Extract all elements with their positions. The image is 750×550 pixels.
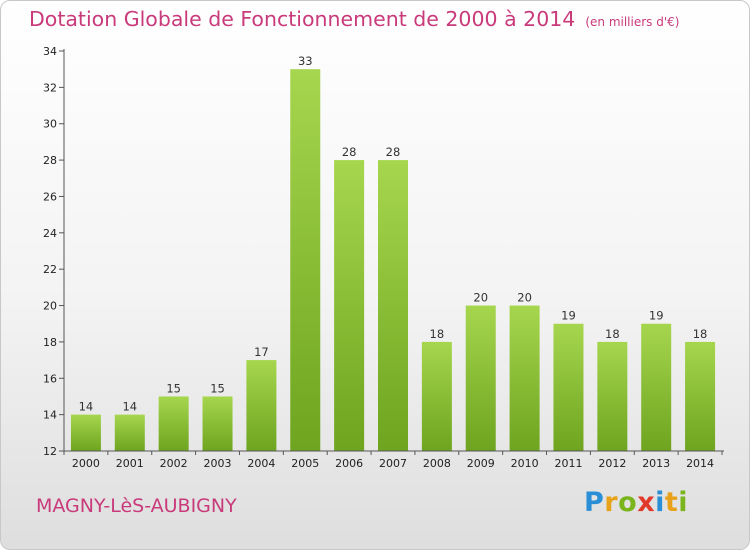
bar-2010 — [509, 305, 540, 451]
y-tick-label-12: 12 — [43, 445, 57, 458]
bar-2000 — [70, 414, 101, 451]
logo-letter: i — [678, 487, 689, 518]
y-tick-label-22: 22 — [43, 263, 57, 276]
bar-2001 — [114, 414, 145, 451]
x-tick-label-2009: 2009 — [467, 457, 495, 470]
logo-letter: P — [584, 487, 605, 518]
labels-group: 14 2000 14 2001 15 2002 15 2003 17 2004 33 2005 28 20… — [43, 45, 714, 470]
y-tick-label-20: 20 — [43, 300, 57, 313]
y-tick-label-32: 32 — [43, 81, 57, 94]
proxiti-logo: Proxiti — [584, 487, 688, 518]
bar-2006 — [334, 160, 365, 451]
logo-letter: o — [618, 487, 638, 518]
value-label-2001: 14 — [122, 400, 137, 414]
bar-2013 — [641, 323, 672, 451]
x-tick-label-2013: 2013 — [642, 457, 670, 470]
value-label-2007: 28 — [386, 145, 401, 159]
x-tick-label-2012: 2012 — [598, 457, 626, 470]
x-tick-label-2004: 2004 — [247, 457, 275, 470]
chart-title-text: Dotation Globale de Fonctionnement de 20… — [29, 7, 576, 31]
value-label-2004: 17 — [254, 345, 269, 359]
value-label-2009: 20 — [473, 291, 488, 305]
logo-letter: r — [604, 487, 619, 518]
x-tick-label-2005: 2005 — [291, 457, 319, 470]
bar-2004 — [246, 360, 277, 451]
bar-2002 — [158, 396, 189, 451]
value-label-2005: 33 — [298, 54, 313, 68]
y-tick-label-16: 16 — [43, 372, 57, 385]
x-tick-label-2008: 2008 — [423, 457, 451, 470]
x-tick-label-2003: 2003 — [204, 457, 232, 470]
x-tick-label-2010: 2010 — [511, 457, 539, 470]
y-tick-label-14: 14 — [43, 409, 57, 422]
value-label-2002: 15 — [166, 381, 181, 395]
y-tick-label-28: 28 — [43, 154, 57, 167]
value-label-2008: 18 — [430, 327, 445, 341]
unit-note: (en milliers d'€) — [585, 15, 680, 29]
x-tick-label-2007: 2007 — [379, 457, 407, 470]
value-label-2003: 15 — [210, 381, 225, 395]
bar-2008 — [421, 341, 452, 451]
value-label-2010: 20 — [517, 291, 532, 305]
bar-2012 — [597, 341, 628, 451]
value-label-2000: 14 — [79, 400, 94, 414]
bar-2009 — [465, 305, 496, 451]
chart-title: Dotation Globale de Fonctionnement de 20… — [29, 7, 679, 31]
x-tick-label-2014: 2014 — [686, 457, 714, 470]
value-label-2012: 18 — [605, 327, 620, 341]
value-label-2011: 19 — [561, 309, 576, 323]
y-tick-label-30: 30 — [43, 118, 57, 131]
y-tick-label-18: 18 — [43, 336, 57, 349]
y-tick-label-26: 26 — [43, 190, 57, 203]
bar-2011 — [553, 323, 584, 451]
x-tick-label-2000: 2000 — [72, 457, 100, 470]
value-label-2006: 28 — [342, 145, 357, 159]
x-tick-label-2011: 2011 — [554, 457, 582, 470]
commune-name: MAGNY-LèS-AUBIGNY — [36, 495, 237, 517]
x-tick-label-2001: 2001 — [116, 457, 144, 470]
axes-group — [59, 49, 724, 455]
bars-group — [70, 69, 716, 451]
bar-2003 — [202, 396, 233, 451]
logo-letter: i — [655, 487, 665, 518]
value-label-2014: 18 — [693, 327, 708, 341]
y-tick-label-24: 24 — [43, 227, 57, 240]
y-tick-label-34: 34 — [43, 45, 57, 58]
logo-letter: t — [664, 487, 679, 518]
bar-2007 — [378, 160, 408, 451]
x-tick-label-2006: 2006 — [335, 457, 363, 470]
logo-letter: x — [637, 487, 656, 518]
bar-2014 — [685, 341, 716, 451]
value-label-2013: 19 — [649, 309, 664, 323]
x-tick-label-2002: 2002 — [160, 457, 188, 470]
bar-2005 — [290, 69, 321, 451]
